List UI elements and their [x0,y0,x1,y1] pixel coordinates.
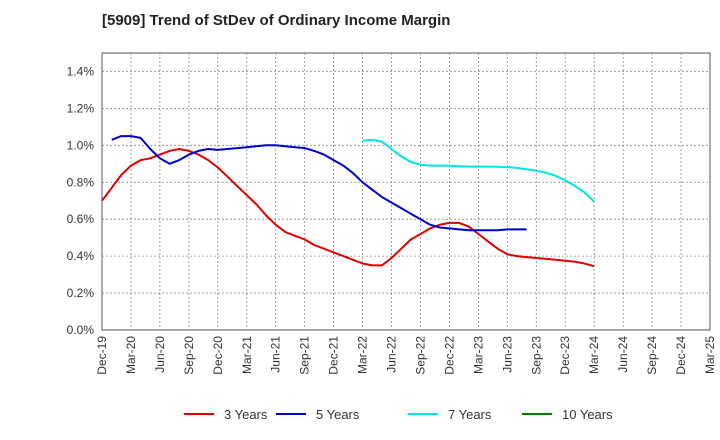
x-tick-label: Mar-20 [124,336,138,374]
x-tick-label: Jun-22 [385,336,399,373]
legend-label: 7 Years [448,407,492,422]
y-tick-label: 1.2% [67,101,95,115]
y-tick-label: 0.2% [67,286,95,300]
x-tick-label: Dec-20 [211,336,225,375]
y-tick-label: 0.8% [67,175,95,189]
series-lines [101,135,595,268]
x-tick-label: Sep-22 [413,336,427,375]
x-tick-label: Sep-24 [645,336,659,375]
x-tick-label: Dec-24 [674,336,688,375]
y-tick-label: 0.0% [67,323,95,337]
x-tick-label: Jun-20 [153,336,167,373]
x-tick-label: Sep-23 [529,336,543,375]
series-line-7-years [362,138,595,203]
x-tick-label: Dec-23 [558,336,572,375]
x-tick-label: Mar-21 [240,336,254,374]
x-tick-label: Sep-21 [298,336,312,375]
legend-label: 3 Years [224,407,268,422]
y-tick-label: 1.0% [67,138,95,152]
x-tick-label: Mar-24 [587,336,601,374]
y-tick-label: 1.4% [67,64,95,78]
y-axis-ticks: 0.0% 0.2% 0.4% 0.6% 0.8% 1.0% 1.2% 1.4% [67,64,95,337]
legend-label: 5 Years [316,407,360,422]
x-tick-label: Sep-20 [182,336,196,375]
series-line-5-years [111,135,527,232]
x-tick-label: Jun-23 [500,336,514,373]
grid-lines [102,53,710,330]
x-tick-label: Mar-23 [471,336,485,374]
series-line-3-years [101,148,595,268]
x-axis-ticks: Dec-19 Mar-20 Jun-20 Sep-20 Dec-20 Mar-21 Jun-… [95,336,717,375]
x-tick-label: Dec-22 [442,336,456,375]
x-tick-label: Dec-19 [95,336,109,375]
x-tick-label: Mar-25 [703,336,717,374]
chart-title: [5909] Trend of StDev of Ordinary Income… [102,12,451,29]
y-tick-label: 0.4% [67,249,95,263]
legend-label: 10 Years [562,407,613,422]
legend: 3 Years 5 Years 7 Years 10 Years [184,407,613,422]
x-tick-label: Mar-22 [356,336,370,374]
x-tick-label: Jun-24 [616,336,630,373]
x-tick-label: Jun-21 [269,336,283,373]
x-tick-label: Dec-21 [327,336,341,375]
y-tick-label: 0.6% [67,212,95,226]
plot-area [101,52,711,331]
